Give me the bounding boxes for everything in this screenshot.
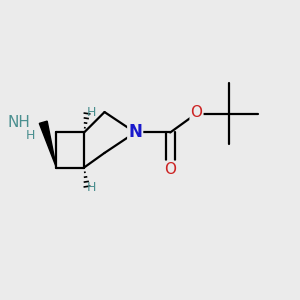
Text: N: N xyxy=(128,124,142,142)
Text: H: H xyxy=(26,129,35,142)
Text: O: O xyxy=(190,104,202,119)
Polygon shape xyxy=(39,121,56,167)
Text: O: O xyxy=(164,162,176,177)
Text: H: H xyxy=(87,182,96,194)
Text: NH: NH xyxy=(7,115,30,130)
Text: H: H xyxy=(87,106,96,118)
